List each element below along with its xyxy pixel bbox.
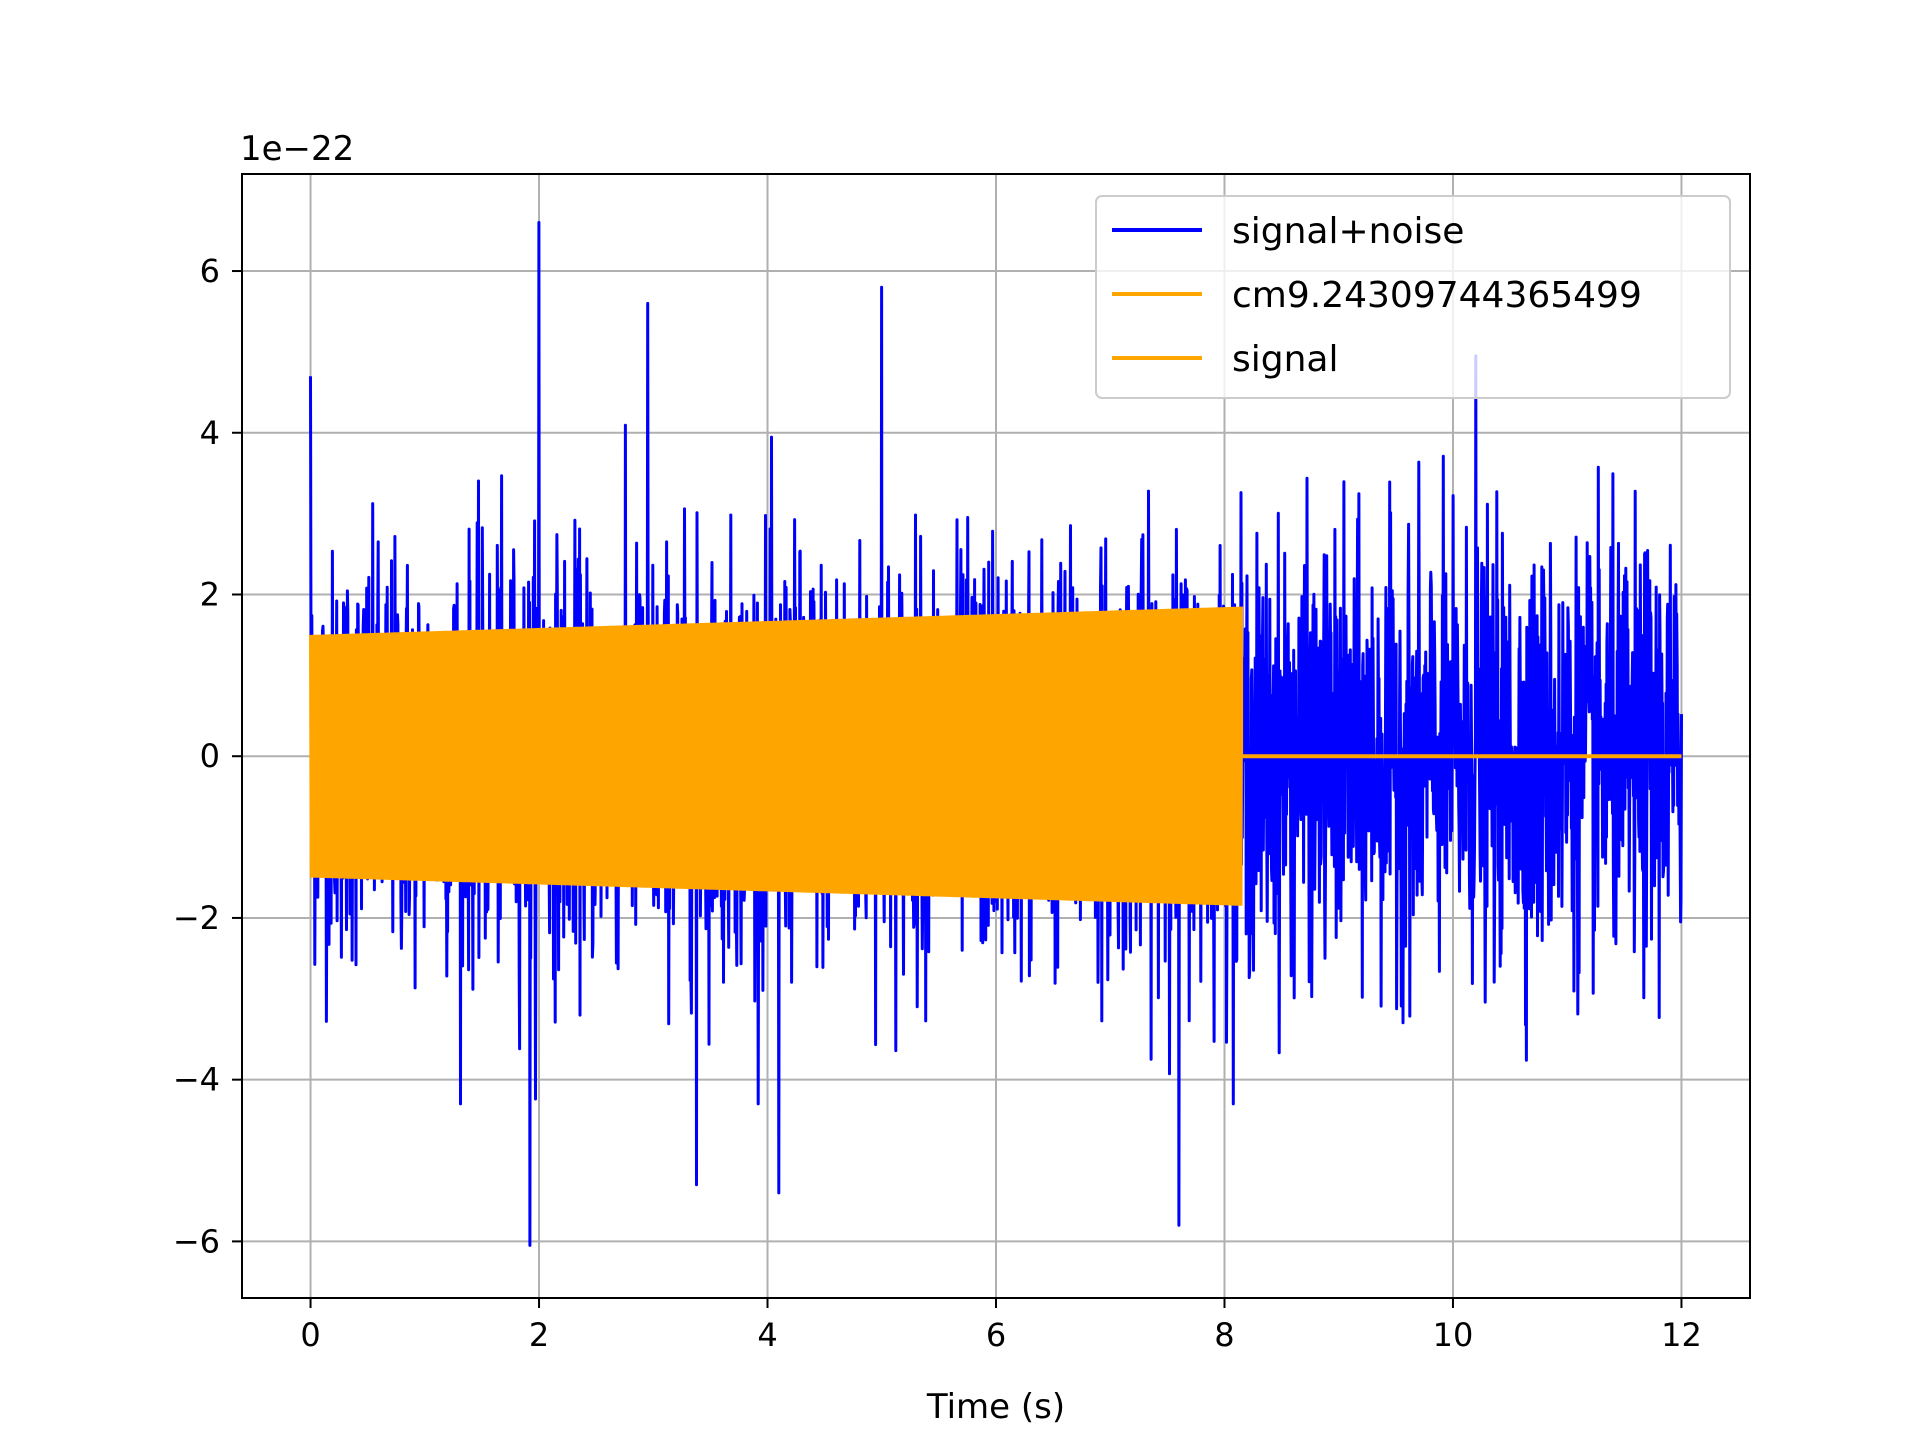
legend-label-cm: cm9.24309744365499 xyxy=(1232,275,1642,316)
axis-ticks: 0 2 4 6 8 10 12 −6 −4 −2 0 2 4 6 xyxy=(173,252,1702,1354)
y-offset-label: 1e−22 xyxy=(240,129,354,169)
x-tick-label: 8 xyxy=(1214,1316,1234,1354)
y-tick-label: 4 xyxy=(200,414,220,452)
plot-area xyxy=(309,221,1683,1247)
x-tick-label: 2 xyxy=(529,1316,549,1354)
x-tick-label: 10 xyxy=(1433,1316,1474,1354)
x-tick-label: 0 xyxy=(300,1316,320,1354)
legend-frame xyxy=(1095,195,1731,399)
y-tick-label: 6 xyxy=(200,252,220,290)
x-tick-label: 6 xyxy=(986,1316,1006,1354)
series-signal xyxy=(309,606,1682,906)
x-tick-label: 12 xyxy=(1661,1316,1702,1354)
legend-label-signal-noise: signal+noise xyxy=(1232,211,1464,252)
legend-label-signal: signal xyxy=(1232,339,1339,380)
x-tick-label: 4 xyxy=(757,1316,777,1354)
signal-chirp-line xyxy=(309,606,1244,906)
y-tick-label: −6 xyxy=(173,1222,220,1260)
y-tick-label: 2 xyxy=(200,575,220,613)
y-tick-label: 0 xyxy=(200,737,220,775)
y-tick-label: −2 xyxy=(173,899,220,937)
y-tick-label: −4 xyxy=(173,1061,220,1099)
x-axis-label: Time (s) xyxy=(926,1387,1065,1427)
legend: signal+noise cm9.24309744365499 signal xyxy=(1095,195,1731,399)
